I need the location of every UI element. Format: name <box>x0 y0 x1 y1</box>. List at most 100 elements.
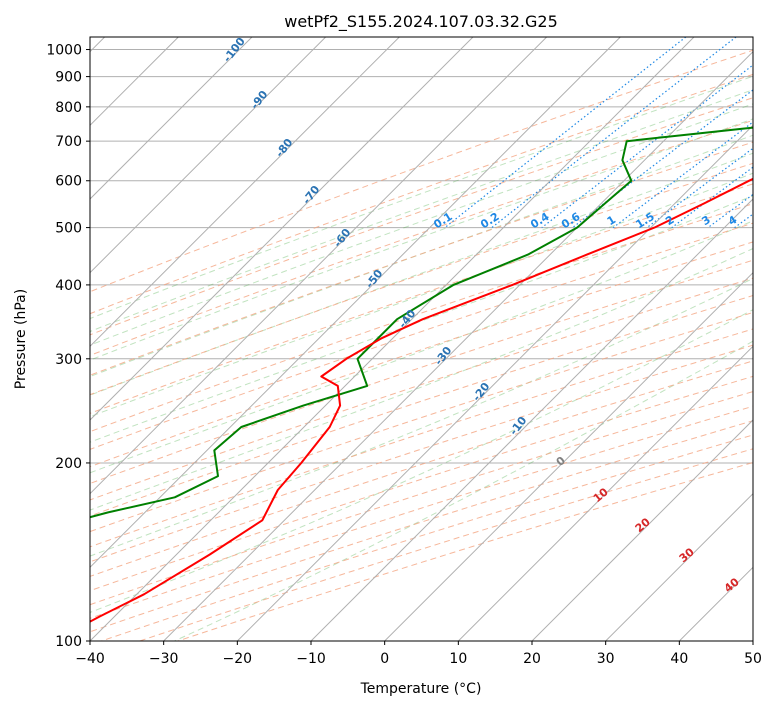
moist-adiabat-label: 10 <box>591 485 611 505</box>
dry-adiabat-line <box>90 203 753 433</box>
dry-adiabat-label: -30 <box>432 344 455 368</box>
mixing-ratio-label: 4 <box>726 213 740 228</box>
isotherm-line <box>384 271 753 641</box>
mixing-ratio-line <box>541 64 753 229</box>
moist-adiabat-line <box>90 134 753 378</box>
dewpoint-line <box>90 126 753 519</box>
dry-adiabat-label: -50 <box>363 267 386 291</box>
moist-adiabats-layer <box>90 75 753 641</box>
x-tick-label: 50 <box>744 651 762 667</box>
x-tick-label: 20 <box>523 651 541 667</box>
moist-adiabat-line <box>90 277 753 557</box>
dry-adiabat-line <box>90 344 753 563</box>
dry-adiabat-line <box>90 141 753 376</box>
x-axis-label: Temperature (°C) <box>360 681 482 697</box>
dry-adiabat-label: -80 <box>273 136 296 160</box>
isotherm-line <box>752 640 753 641</box>
dry-adiabat-line <box>90 49 753 293</box>
moist-adiabat-line <box>90 220 753 474</box>
moist-adiabat-label: 20 <box>633 515 653 535</box>
series-layer <box>90 126 753 623</box>
dry-adiabat-line <box>90 277 753 501</box>
dry-adiabat-line <box>90 375 753 592</box>
x-tick-label: 10 <box>449 651 467 667</box>
mixing-ratio-label: 0.2 <box>478 210 501 231</box>
x-tick-label: 0 <box>380 651 389 667</box>
y-axis-label: Pressure (hPa) <box>13 289 29 389</box>
grid-layer <box>90 49 753 641</box>
moist-adiabat-line <box>90 152 753 396</box>
moist-adiabat-line <box>90 75 753 320</box>
dry-adiabat-line <box>90 259 753 485</box>
y-tick-label: 200 <box>55 456 82 472</box>
dry-adiabat-label: -10 <box>507 414 530 438</box>
mixing-ratio-line <box>612 121 753 229</box>
y-tick-label: 100 <box>55 634 82 650</box>
moist-adiabat-line <box>90 118 753 361</box>
mixing-ratio-label: 2 <box>663 213 676 228</box>
dry-adiabat-line <box>90 391 753 606</box>
dry-adiabat-line <box>90 222 753 450</box>
isotherm-line <box>90 37 327 274</box>
isotherm-line <box>90 37 548 495</box>
x-tick-label: 30 <box>597 651 615 667</box>
y-tick-label: 500 <box>55 221 82 237</box>
isotherm-line <box>236 124 753 641</box>
moist-adiabat-line <box>174 340 753 641</box>
isotherm-line <box>531 419 753 641</box>
y-axis-ticks: 1000 900 800 700 600 500 400 300 200 100 <box>46 43 90 650</box>
dry-adiabat-label: -60 <box>331 226 354 250</box>
moist-adiabat-line <box>90 195 753 443</box>
mixing-ratio-label: 1 <box>605 213 618 228</box>
temperature-line <box>90 177 753 623</box>
moist-adiabat-label: 40 <box>722 575 742 595</box>
dry-adiabats-layer <box>90 49 753 641</box>
isotherm-line <box>90 37 400 348</box>
dry-adiabat-line <box>90 241 753 468</box>
moist-adiabat-line <box>90 247 753 511</box>
dry-adiabat-line <box>90 311 753 533</box>
x-tick-label: −10 <box>296 651 326 667</box>
x-tick-label: 40 <box>670 651 688 667</box>
dry-adiabat-label: -90 <box>248 88 271 112</box>
isotherm-line <box>310 198 753 641</box>
dry-adiabat-line <box>101 434 753 641</box>
y-tick-label: 600 <box>55 174 82 190</box>
isotherm-line <box>90 37 253 200</box>
plot-area: 0.10.20.40.611.52346810131620253036-100-… <box>90 37 753 641</box>
plot-frame <box>89 36 754 642</box>
isotherm-line <box>90 37 695 641</box>
isotherm-line <box>457 345 753 641</box>
moist-adiabat-line <box>90 172 753 418</box>
y-tick-label: 700 <box>55 134 82 150</box>
dry-adiabat-line <box>90 162 753 396</box>
moist-adiabat-line <box>90 89 753 333</box>
line-labels-layer: 0.10.20.40.611.52346810131620253036-100-… <box>221 37 742 595</box>
dry-adiabat-label: -40 <box>396 307 419 331</box>
isotherm-line <box>678 566 753 641</box>
dry-adiabat-line <box>90 294 753 517</box>
y-tick-label: 400 <box>55 278 82 294</box>
moist-adiabat-line <box>90 103 753 346</box>
mixing-ratio-line <box>444 37 687 229</box>
y-tick-label: 900 <box>55 70 82 86</box>
dry-adiabat-line <box>90 97 753 336</box>
dry-adiabat-line <box>90 119 753 356</box>
y-tick-label: 800 <box>55 100 82 116</box>
isotherm-line <box>90 37 621 569</box>
mixing-ratio-line <box>734 213 753 229</box>
x-axis-ticks: −40 −30 −20 −10 0 10 20 30 40 50 <box>75 641 762 667</box>
chart-title: wetPf2_S155.2024.107.03.32.G25 <box>284 12 558 32</box>
dry-adiabat-line <box>90 360 753 577</box>
dry-adiabat-line <box>90 73 753 315</box>
x-tick-label: −40 <box>75 651 105 667</box>
y-tick-label: 300 <box>55 352 82 368</box>
isotherms-layer <box>90 37 753 641</box>
dry-adiabat-line <box>90 183 753 414</box>
moist-adiabat-line <box>90 309 753 613</box>
isotherm-line <box>605 492 753 641</box>
moist-adiabat-label: 0 <box>554 454 568 469</box>
mixing-ratio-line <box>671 166 753 229</box>
x-tick-label: −30 <box>149 651 179 667</box>
